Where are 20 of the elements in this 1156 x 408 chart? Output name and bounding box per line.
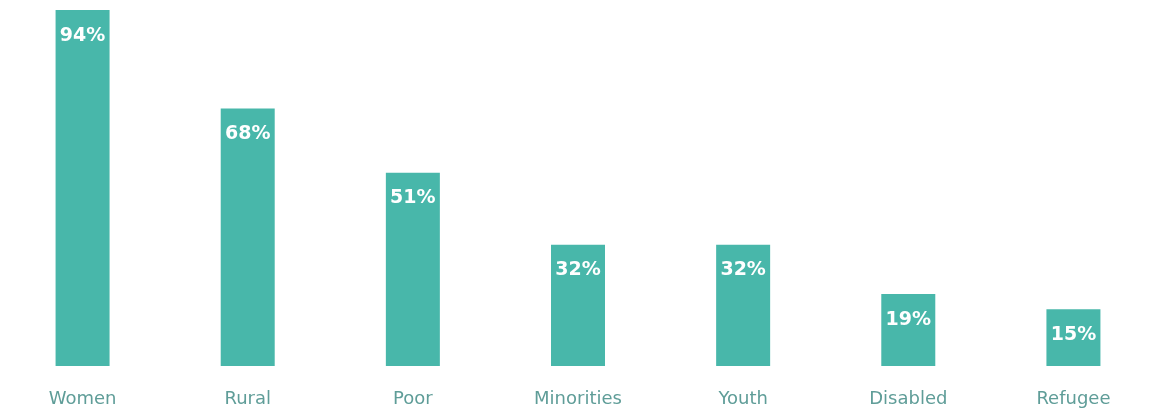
bar [220, 108, 275, 366]
data-label: 94% [59, 22, 106, 45]
data-label: 32% [555, 257, 601, 280]
x-tick-label: Women [48, 386, 117, 408]
x-tick-label: Rural [224, 386, 271, 408]
x-tick-label: Poor [393, 386, 434, 408]
data-label: 19% [885, 306, 932, 329]
bar [385, 172, 440, 366]
bar [55, 10, 110, 366]
x-tick-label: Minorities [534, 386, 622, 408]
data-label: 32% [720, 257, 766, 280]
data-label: 68% [224, 120, 271, 143]
bar [551, 244, 605, 366]
x-tick-label: Youth [717, 386, 768, 408]
data-label: 15% [1050, 321, 1097, 344]
bar [716, 244, 771, 366]
bar [881, 294, 936, 366]
x-tick-label: Disabled [869, 386, 948, 408]
data-label: 51% [390, 185, 436, 208]
x-tick-label: Refugee [1036, 386, 1111, 408]
